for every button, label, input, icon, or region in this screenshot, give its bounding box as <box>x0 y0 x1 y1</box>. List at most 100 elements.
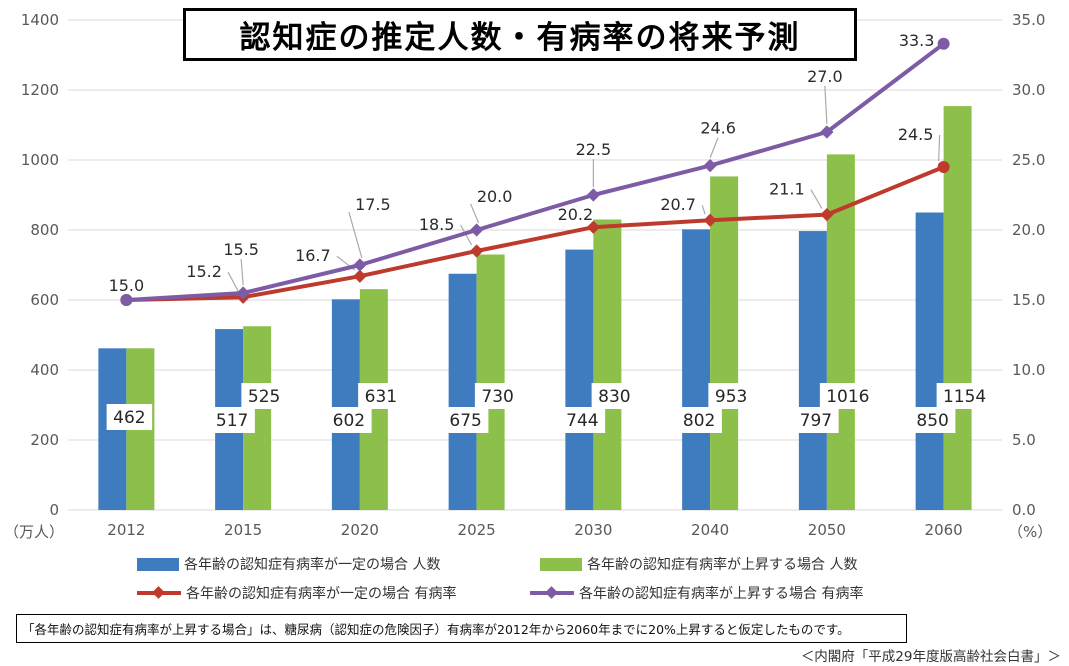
svg-text:600: 600 <box>30 291 59 309</box>
bar-label-chip <box>326 407 372 433</box>
svg-text:2025: 2025 <box>458 521 496 539</box>
line-path <box>126 165 945 302</box>
svg-text:0.0: 0.0 <box>1012 501 1036 519</box>
point-labels: 15.2 16.7 18.5 20.2 20.7 21.1 24.5 <box>186 125 941 292</box>
bar-value-label: 797 <box>800 411 832 431</box>
point-label: 15.0 <box>109 276 145 295</box>
bar <box>682 229 711 511</box>
svg-text:2040: 2040 <box>691 521 729 539</box>
bar <box>593 219 622 510</box>
bar <box>448 273 477 510</box>
bar-label-chip <box>106 404 153 430</box>
svg-text:15.0: 15.0 <box>1012 291 1045 309</box>
legend-swatch-line-fixed-icon <box>137 586 181 599</box>
label-leader-line <box>348 211 363 259</box>
svg-text:0: 0 <box>49 501 59 519</box>
point-label: 20.0 <box>477 187 513 206</box>
bar-value-label: 730 <box>481 387 513 407</box>
svg-text:1000: 1000 <box>21 151 59 169</box>
bar <box>476 254 505 510</box>
point-label: 33.3 <box>899 31 935 50</box>
label-leader-line <box>227 271 239 292</box>
bar <box>710 176 739 510</box>
label-leader-line <box>824 85 828 125</box>
bar-label-chip <box>793 407 839 433</box>
bar-label-chip <box>241 383 287 409</box>
bar-value-label: 675 <box>449 411 481 431</box>
point-label: 16.7 <box>295 246 331 265</box>
legend-swatch-line-rising-icon <box>530 586 574 599</box>
bar <box>331 299 360 510</box>
point-label: 20.7 <box>660 195 696 214</box>
point-label: 20.2 <box>558 205 594 224</box>
point-label: 15.5 <box>223 240 259 259</box>
point-label: 18.5 <box>419 215 455 234</box>
bar-value-label: 802 <box>683 411 715 431</box>
legend-label-bar-rising: 各年齢の認知症有病率が上昇する場合 人数 <box>587 557 858 573</box>
point-labels: 15.0 15.5 17.5 20.0 22.5 24.6 27.0 33.3 <box>109 31 935 295</box>
bar <box>915 212 944 510</box>
svg-text:25.0: 25.0 <box>1012 151 1045 169</box>
bar-label-chip <box>474 383 521 409</box>
bar-label-chip <box>708 383 754 409</box>
legend-label-line-fixed: 各年齢の認知症有病率が一定の場合 有病率 <box>186 586 457 602</box>
bar-label-chip <box>559 407 606 433</box>
svg-text:30.0: 30.0 <box>1012 81 1045 99</box>
svg-text:2020: 2020 <box>341 521 379 539</box>
legend-label-bar-fixed: 各年齢の認知症有病率が一定の場合 人数 <box>184 557 441 573</box>
legend-item-bar-rising: 各年齢の認知症有病率が上昇する場合 人数 <box>540 554 857 574</box>
legend-marker-icon <box>152 586 165 599</box>
svg-text:（%）: （%） <box>1008 523 1052 541</box>
line-path <box>126 42 945 302</box>
point-label: 24.6 <box>700 119 736 138</box>
chart-title: 認知症の推定人数・有病率の将来予測 <box>239 20 801 56</box>
bar <box>798 231 827 511</box>
svg-text:200: 200 <box>30 431 59 449</box>
svg-text:2012: 2012 <box>107 521 145 539</box>
line-marker <box>120 294 133 306</box>
dementia-forecast-combo-chart: 0 200 400 600 800 1000 1200 1400 0.0 5.0 10.0 15.0 2… <box>4 11 1052 541</box>
svg-text:（万人）: （万人） <box>4 523 64 541</box>
bar-value-label: 830 <box>598 387 630 407</box>
svg-text:1200: 1200 <box>21 81 59 99</box>
chart-title-box: 認知症の推定人数・有病率の将来予測 <box>183 8 857 61</box>
legend-swatch-bar-rising-icon <box>540 557 582 571</box>
svg-text:35.0: 35.0 <box>1012 11 1045 29</box>
line-marker <box>586 188 600 202</box>
svg-text:20.0: 20.0 <box>1012 221 1045 239</box>
bar-label-chip <box>442 407 489 433</box>
bar-value-label: 462 <box>113 408 145 428</box>
point-label: 24.5 <box>898 125 934 144</box>
bar-label-chip <box>936 383 993 409</box>
point-label: 21.1 <box>769 180 805 199</box>
bar-label-chip <box>676 407 722 433</box>
point-label: 17.5 <box>355 195 391 214</box>
bar-label-chip <box>591 383 638 409</box>
label-leader-line <box>470 203 480 224</box>
bar-value-label: 1154 <box>943 387 986 407</box>
label-leader-line <box>709 137 719 158</box>
legend-label-line-rising: 各年齢の認知症有病率が上昇する場合 有病率 <box>579 586 864 602</box>
legend-marker-icon <box>545 586 558 599</box>
bar-value-label: 517 <box>216 411 248 431</box>
line-marker <box>703 158 717 173</box>
bar-series-rising <box>126 106 972 510</box>
bar-value-label: 525 <box>248 387 280 407</box>
point-label: 22.5 <box>576 140 612 159</box>
label-leader-line <box>810 189 823 209</box>
svg-text:2030: 2030 <box>574 521 612 539</box>
line-marker <box>937 37 950 50</box>
bar-value-label: 1016 <box>826 387 869 407</box>
bar-series-fixed <box>98 212 944 511</box>
axis-labels: 0 200 400 600 800 1000 1200 1400 0.0 5.0 10.0 15.0 2… <box>4 11 1052 541</box>
svg-text:1400: 1400 <box>21 11 59 29</box>
bar-value-label: 631 <box>365 387 397 407</box>
label-leader-line <box>701 205 706 215</box>
svg-text:800: 800 <box>30 221 59 239</box>
svg-text:2015: 2015 <box>224 521 262 539</box>
bar-label-chip <box>819 383 876 409</box>
point-label: 15.2 <box>186 262 222 281</box>
svg-text:400: 400 <box>30 361 59 379</box>
bar-label-chip <box>358 383 404 409</box>
